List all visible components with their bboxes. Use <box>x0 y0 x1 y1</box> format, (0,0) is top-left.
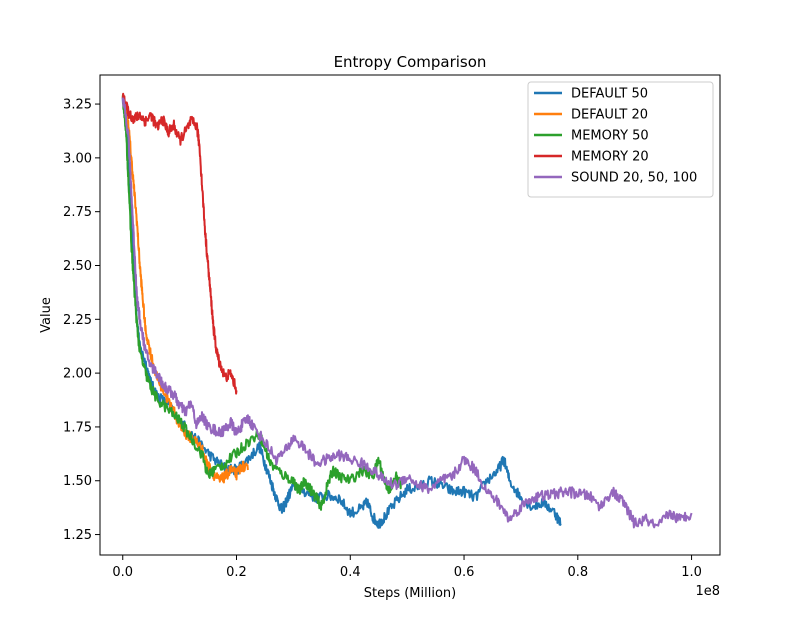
x-tick-label: 0.2 <box>226 565 247 580</box>
x-axis-label: Steps (Million) <box>364 586 457 601</box>
legend-label: DEFAULT 50 <box>571 87 648 102</box>
x-axis-offset-label: 1e8 <box>695 584 720 599</box>
y-axis-label: Value <box>39 297 54 333</box>
legend-label: MEMORY 50 <box>571 129 649 144</box>
legend: DEFAULT 50 DEFAULT 20 MEMORY 50 MEMORY 20 SO… <box>527 81 714 198</box>
series-line-4 <box>121 92 238 395</box>
y-tick-label: 1.50 <box>63 474 92 489</box>
y-tick-label: 2.75 <box>63 205 92 220</box>
y-axis-ticks: 1.25 1.50 1.75 2.00 2.25 2.50 2.75 3.00 3.25 <box>63 98 100 543</box>
x-tick-label: 0.8 <box>567 565 588 580</box>
legend-box <box>527 81 714 198</box>
legend-label: DEFAULT 20 <box>571 108 648 123</box>
legend-label: MEMORY 20 <box>571 150 649 165</box>
y-tick-label: 2.00 <box>63 367 92 382</box>
legend-label: SOUND 20, 50, 100 <box>571 171 697 186</box>
y-tick-label: 2.50 <box>63 259 92 274</box>
y-tick-label: 1.75 <box>63 420 92 435</box>
x-tick-label: 0.4 <box>340 565 361 580</box>
y-tick-label: 3.00 <box>63 151 92 166</box>
plot-frame <box>99 74 721 556</box>
x-tick-label: 0.6 <box>454 565 475 580</box>
series-line-3 <box>121 93 403 511</box>
y-tick-label: 3.25 <box>63 98 92 113</box>
chart-title: Entropy Comparison <box>334 53 487 71</box>
y-tick-label: 2.25 <box>63 313 92 328</box>
x-tick-label: 1.0 <box>681 565 702 580</box>
x-tick-label: 0.0 <box>112 565 133 580</box>
series-line-5 <box>121 97 693 529</box>
series-layer <box>121 92 693 529</box>
y-tick-label: 1.25 <box>63 528 92 543</box>
x-axis-ticks: 0.0 0.2 0.4 0.6 0.8 1.0 <box>112 555 702 580</box>
